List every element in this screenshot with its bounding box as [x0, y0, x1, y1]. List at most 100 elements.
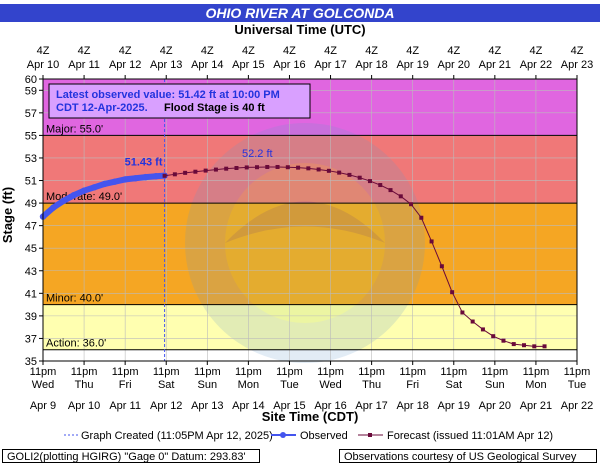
forecast-point [213, 167, 218, 172]
forecast-point [337, 170, 342, 175]
y-tick-label: 45 [25, 243, 37, 255]
observed-point [91, 184, 98, 191]
observed-point [60, 197, 67, 205]
observed-point [50, 204, 57, 211]
forecast-point [450, 290, 455, 295]
x-axis-ticks-top: 4Z Apr 10 4Z Apr 11 4Z Apr 12 4Z Apr 13 4Z Apr 14… [27, 45, 593, 79]
observed-label: 51.43 ft [125, 157, 163, 169]
callout-line2a: CDT 12-Apr-2025. [56, 102, 148, 114]
x-axis-title: Site Time (CDT) [262, 409, 359, 424]
forecast-point [203, 168, 208, 173]
y-tick-label: 49 [25, 198, 37, 210]
top-axis-title: Universal Time (UTC) [234, 22, 365, 37]
forecast-point [244, 165, 249, 170]
y-tick-label: 59 [25, 85, 37, 97]
x-tick-time: 11pm [276, 366, 303, 378]
x-tick-date: Apr 13 [191, 400, 223, 412]
x-tick-day: Wed [32, 379, 54, 391]
forecast-point [429, 239, 434, 244]
y-axis-title: Stage (ft) [0, 187, 15, 243]
x-tick-date: Apr 10 [68, 400, 100, 412]
legend-graph-created: Graph Created (11:05PM Apr 12, 2025) [81, 430, 273, 442]
forecast-point [265, 164, 270, 169]
forecast-point [419, 215, 424, 220]
y-tick-label: 47 [25, 221, 37, 233]
flood-category-labels: Major: 55.0'Moderate: 49.0'Minor: 40.0'A… [43, 123, 577, 351]
forecast-point [275, 164, 280, 169]
chart-title: OHIO RIVER AT GOLCONDA [206, 5, 395, 21]
x-tick-time: 11pm [194, 366, 221, 378]
top-tick-time: 4Z [324, 45, 337, 57]
x-tick-date: Apr 12 [150, 400, 182, 412]
forecast-point [234, 165, 239, 170]
x-tick-day: Fri [406, 379, 419, 391]
forecast-point [255, 165, 260, 170]
x-tick-date: Apr 22 [561, 400, 593, 412]
top-tick-date: Apr 19 [396, 59, 428, 71]
top-tick-date: Apr 22 [520, 59, 552, 71]
x-tick-date: Apr 17 [355, 400, 387, 412]
y-tick-label: 53 [25, 153, 37, 165]
forecast-point [542, 344, 547, 349]
x-tick-day: Thu [75, 379, 94, 391]
legend-observed: Observed [300, 430, 348, 442]
category-label: Major: 55.0' [46, 123, 103, 135]
top-tick-date: Apr 23 [561, 59, 593, 71]
top-tick-date: Apr 13 [150, 59, 182, 71]
observed-point [70, 191, 78, 199]
top-tick-date: Apr 20 [438, 59, 470, 71]
top-tick-date: Apr 17 [314, 59, 346, 71]
top-tick-time: 4Z [242, 45, 255, 57]
forecast-point [316, 167, 321, 172]
noaa-watermark [185, 123, 425, 363]
forecast-point [285, 165, 290, 170]
legend: Graph Created (11:05PM Apr 12, 2025) Obs… [64, 430, 553, 442]
x-tick-day: Wed [319, 379, 341, 391]
forecast-point [532, 344, 537, 349]
x-tick-date: Apr 15 [273, 400, 305, 412]
top-tick-time: 4Z [406, 45, 419, 57]
top-tick-time: 4Z [530, 45, 543, 57]
x-tick-date: Apr 20 [479, 400, 511, 412]
x-tick-time: 11pm [71, 366, 98, 378]
forecast-point [378, 183, 383, 188]
top-tick-time: 4Z [283, 45, 296, 57]
x-tick-date: Apr 14 [232, 400, 264, 412]
forecast-point [491, 334, 496, 339]
x-tick-time: 11pm [235, 366, 262, 378]
top-tick-time: 4Z [37, 45, 50, 57]
observed-point [111, 178, 119, 185]
top-tick-date: Apr 11 [68, 59, 100, 71]
legend-forecast-marker [368, 433, 372, 437]
observed-point [142, 173, 149, 181]
top-tick-time: 4Z [160, 45, 173, 57]
band-3 [43, 304, 577, 350]
forecast-point [388, 188, 393, 193]
forecast-peak-label: 52.2 ft [242, 148, 273, 160]
forecast-point [296, 165, 301, 170]
x-tick-day: Sun [198, 379, 218, 391]
latest-value-callout [48, 83, 311, 119]
x-tick-time: 11pm [317, 366, 344, 378]
x-tick-day: Tue [280, 379, 299, 391]
forecast-point [357, 175, 362, 180]
forecast-point [398, 194, 403, 199]
forecast-point [183, 170, 188, 175]
plot-border [42, 78, 578, 362]
x-tick-date: Apr 16 [314, 400, 346, 412]
legend-observed-marker [280, 432, 286, 438]
band-2 [43, 203, 577, 305]
x-tick-time: 11pm [399, 366, 426, 378]
y-tick-label: 43 [25, 266, 37, 278]
top-tick-time: 4Z [119, 45, 132, 57]
x-tick-date: Apr 18 [396, 400, 428, 412]
forecast-point [460, 310, 465, 315]
x-tick-day: Sat [446, 379, 463, 391]
forecast-point [511, 342, 516, 347]
forecast-point [347, 172, 352, 177]
x-tick-time: 11pm [564, 366, 591, 378]
top-tick-date: Apr 21 [479, 59, 511, 71]
